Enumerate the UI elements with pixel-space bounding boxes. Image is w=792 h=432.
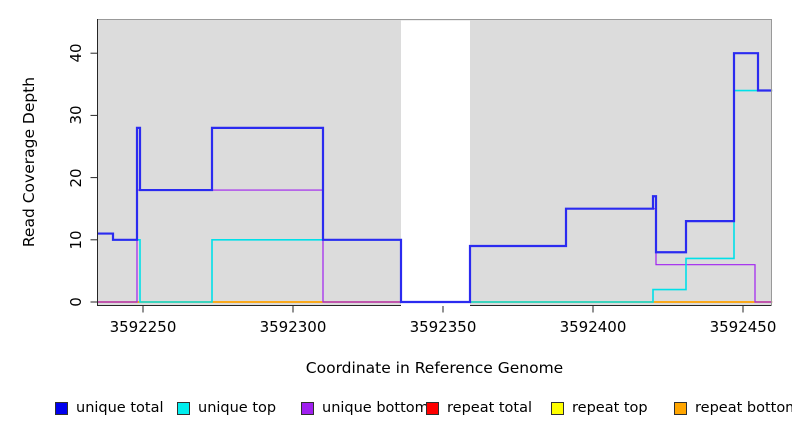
y-tick-label: 40 (67, 43, 85, 63)
legend-label: unique top (198, 400, 277, 416)
legend-swatch-repeat-top (551, 401, 564, 415)
legend-item-unique-total: unique total (55, 399, 164, 417)
legend-swatch-unique-top (177, 401, 190, 415)
legend-swatch-repeat-bottom (674, 401, 687, 415)
x-tick-label: 3592250 (109, 318, 177, 336)
x-tick-label: 3592300 (259, 318, 327, 336)
legend-label: repeat bottom (695, 400, 792, 416)
series-unique-total (97, 52, 773, 304)
legend-swatch-unique-bottom (301, 401, 314, 415)
legend-item-unique-top: unique top (177, 399, 276, 417)
legend-swatch-unique-total (55, 401, 68, 415)
legend-swatch-repeat-total (426, 401, 439, 415)
highlight-band (401, 20, 470, 306)
legend-label: unique bottom (322, 400, 429, 416)
legend-item-repeat-total: repeat total (426, 399, 532, 417)
x-tick-label: 3592400 (559, 318, 627, 336)
y-axis-label: Read Coverage Depth (20, 76, 38, 248)
x-axis-label: Coordinate in Reference Genome (305, 359, 564, 377)
legend-item-repeat-top: repeat top (551, 399, 648, 417)
legend-label: repeat total (447, 400, 533, 416)
legend-label: repeat top (572, 400, 648, 416)
legend-label: unique total (76, 400, 164, 416)
legend-item-unique-bottom: unique bottom (301, 399, 429, 417)
x-tick-label: 3592450 (709, 318, 777, 336)
x-tick-label: 3592350 (409, 318, 477, 336)
legend-item-repeat-bottom: repeat bottom (674, 399, 792, 417)
